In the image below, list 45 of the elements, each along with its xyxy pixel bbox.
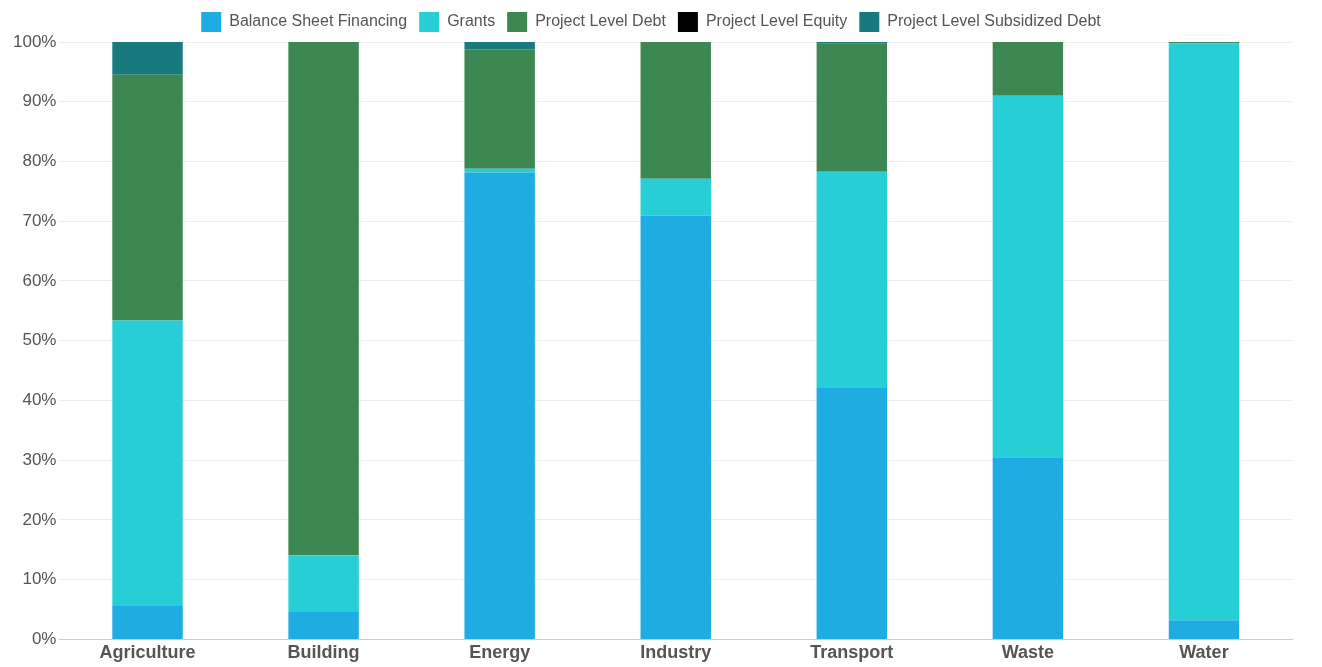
x-tick-label: Industry	[640, 642, 712, 663]
bar	[464, 172, 535, 639]
bar	[816, 387, 888, 639]
bar	[464, 168, 535, 173]
y-tick-label: 20%	[22, 509, 57, 529]
y-tick-label: 80%	[22, 151, 57, 171]
bar	[464, 49, 535, 169]
bar	[816, 43, 888, 172]
x-tick-label: Agriculture	[99, 642, 196, 663]
y-tick-label: 60%	[22, 270, 57, 290]
bar	[640, 215, 711, 639]
x-tick-label: Waste	[1001, 642, 1055, 663]
bar	[1168, 620, 1240, 639]
legend-label: Project Level Equity	[705, 12, 848, 30]
bar	[816, 171, 888, 388]
bar	[288, 611, 359, 639]
x-tick-label: Transport	[810, 642, 894, 663]
bar	[1168, 43, 1240, 621]
bar	[640, 178, 711, 216]
x-tick-label: Energy	[469, 642, 531, 663]
y-tick-label: 40%	[22, 390, 57, 410]
legend-label: Grants	[447, 12, 496, 30]
y-tick-label: 100%	[13, 31, 57, 51]
bar	[640, 42, 711, 179]
bar	[112, 320, 183, 606]
y-tick-label: 70%	[22, 210, 57, 230]
bar	[288, 42, 359, 556]
y-tick-label: 10%	[22, 569, 57, 589]
legend-label: Balance Sheet Financing	[229, 12, 408, 30]
bar	[464, 42, 535, 50]
legend-label: Project Level Debt	[535, 12, 667, 30]
bar	[992, 42, 1064, 96]
legend-label: Project Level Subsidized Debt	[887, 12, 1102, 30]
bar	[288, 555, 359, 612]
bar	[992, 457, 1064, 639]
bar	[112, 605, 183, 639]
y-tick-label: 50%	[22, 330, 57, 350]
bar	[112, 42, 183, 75]
bar	[112, 74, 183, 321]
x-tick-label: Building	[287, 642, 360, 663]
y-tick-label: 90%	[22, 91, 57, 111]
bar	[992, 95, 1064, 458]
y-tick-label: 0%	[31, 629, 57, 649]
x-tick-label: Water	[1179, 642, 1229, 663]
y-tick-label: 30%	[22, 449, 57, 469]
